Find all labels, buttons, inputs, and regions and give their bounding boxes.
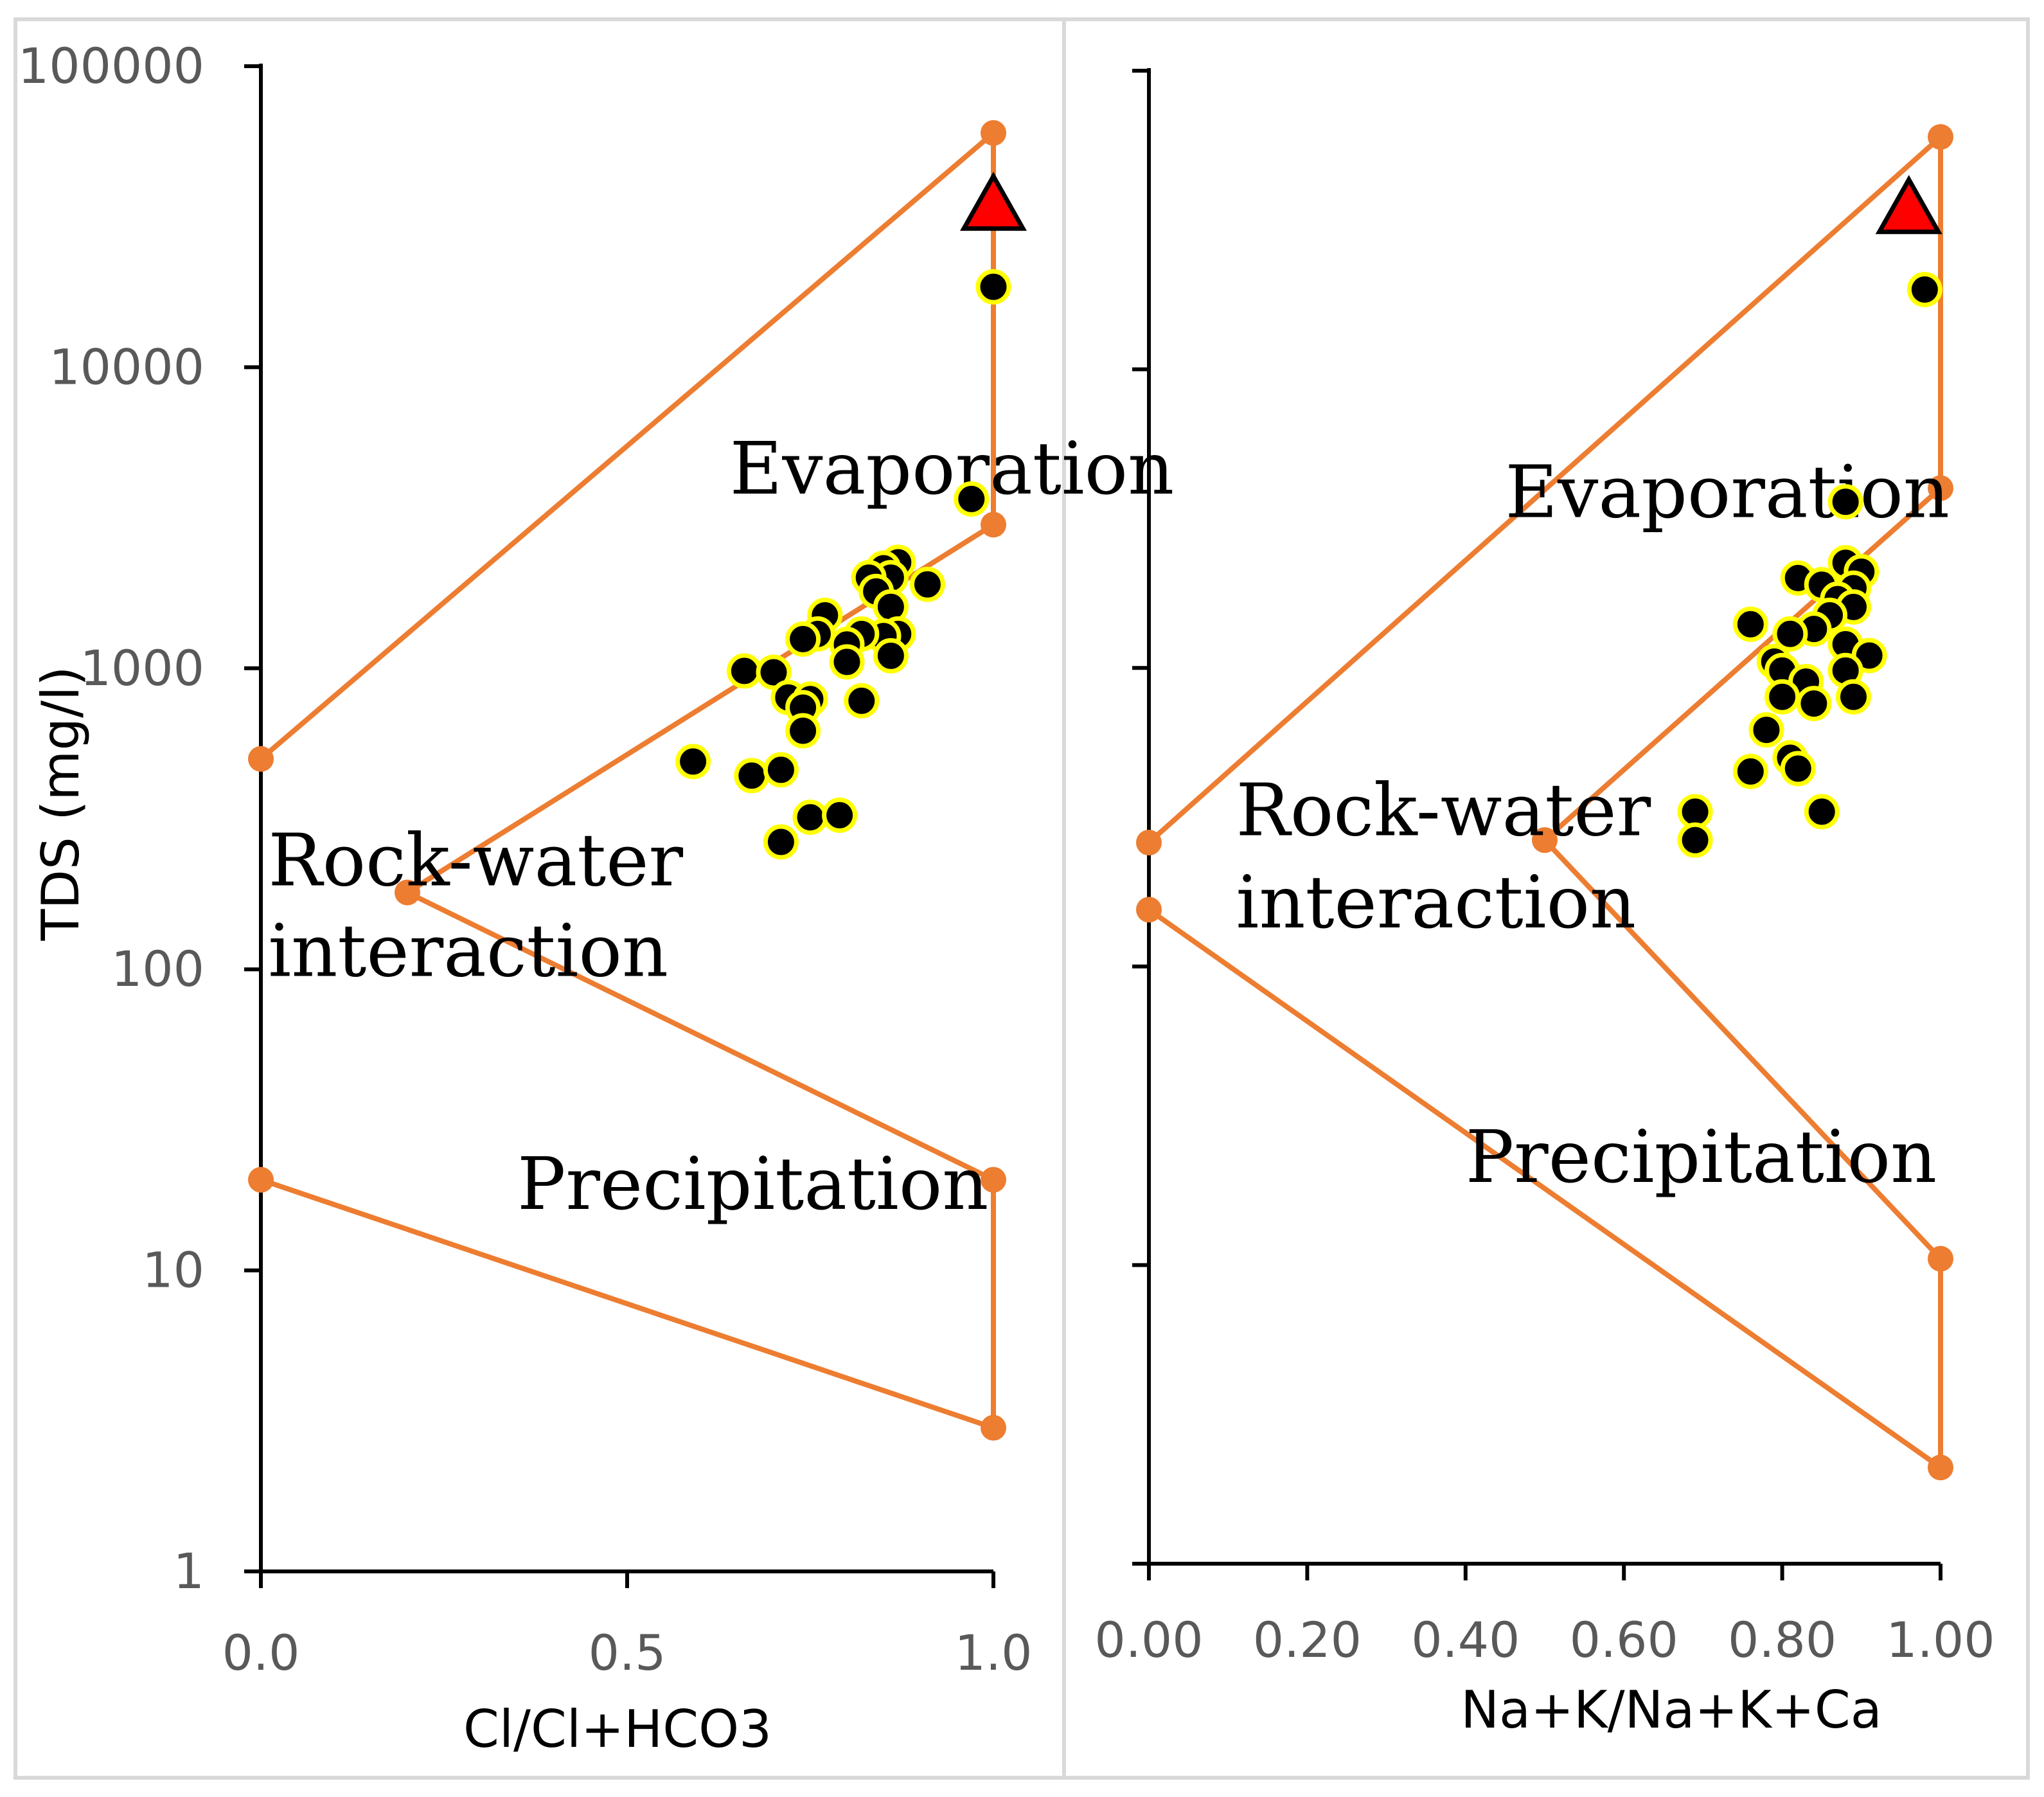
ticks-na: 0.00 0.20 0.40 0.60 0.80 1.00 bbox=[1094, 69, 1995, 1668]
sample-point bbox=[1804, 794, 1840, 830]
region-label: Evaporation bbox=[730, 427, 1175, 511]
sample-point bbox=[785, 713, 821, 749]
sample-point bbox=[1764, 679, 1800, 715]
boundary-point bbox=[981, 1415, 1006, 1441]
sample-point bbox=[954, 481, 990, 517]
x-tick-label: 1.00 bbox=[1886, 1611, 1995, 1668]
boundary-point bbox=[248, 1167, 274, 1193]
sample-point bbox=[1796, 686, 1832, 722]
boundary-point bbox=[1136, 897, 1162, 923]
sample-point bbox=[792, 800, 828, 836]
sample-point bbox=[726, 653, 762, 689]
x-tick-label: 0.60 bbox=[1570, 1611, 1678, 1668]
boundary-point bbox=[395, 879, 420, 906]
y-tick-label: 1 bbox=[173, 1542, 204, 1600]
region-label: Rock-water bbox=[268, 819, 683, 903]
sample-point bbox=[909, 566, 945, 602]
region-label: Precipitation bbox=[1466, 1116, 1937, 1199]
sample-point bbox=[1827, 484, 1863, 520]
region-label: Rock-water bbox=[1236, 769, 1651, 853]
sample-point bbox=[763, 824, 799, 860]
region-label: interaction bbox=[1236, 861, 1637, 945]
y-axis-title: TDS (mg/l) bbox=[31, 666, 91, 942]
ticks-cl: 1 10 100 1000 10000 100000 0.0 0.5 1.0 bbox=[18, 37, 1033, 1681]
boundary-point bbox=[981, 120, 1006, 146]
boundary-point bbox=[1928, 475, 1953, 501]
boundary-point bbox=[1928, 124, 1953, 150]
sample-point bbox=[1748, 712, 1784, 748]
x-tick-label: 0.0 bbox=[222, 1624, 300, 1681]
sample-point bbox=[1835, 679, 1871, 715]
x-tick-label: 0.80 bbox=[1728, 1611, 1836, 1668]
y-tick-label: 10000 bbox=[49, 338, 204, 395]
seawater-marker bbox=[1875, 175, 1942, 235]
sample-point bbox=[975, 269, 1011, 305]
x-tick-label: 0.5 bbox=[589, 1624, 666, 1681]
sample-point bbox=[844, 683, 880, 719]
sample-point bbox=[675, 744, 711, 780]
boundary-point bbox=[1532, 827, 1558, 854]
x-tick-label: 0.20 bbox=[1253, 1611, 1362, 1668]
sample-point bbox=[1732, 753, 1768, 789]
region-label: interaction bbox=[268, 910, 668, 994]
y-tick-label: 100 bbox=[111, 940, 204, 997]
sample-point bbox=[1906, 271, 1942, 307]
sample-point bbox=[1677, 822, 1713, 858]
boundary-point bbox=[1136, 830, 1162, 856]
x-tick-label: 1.0 bbox=[955, 1624, 1033, 1681]
panel-frame-right bbox=[1062, 17, 2030, 1780]
sample-point bbox=[873, 638, 909, 674]
y-tick-label: 10 bbox=[142, 1242, 204, 1299]
x-axis-title: Cl/Cl+HCO3 bbox=[463, 1699, 772, 1759]
boundary-point bbox=[248, 746, 274, 772]
sample-point bbox=[734, 758, 770, 794]
seawater-marker bbox=[960, 172, 1027, 231]
boundary-line bbox=[258, 130, 996, 1431]
sample-point bbox=[829, 644, 865, 680]
x-tick-label: 0.00 bbox=[1094, 1611, 1203, 1668]
sample-point bbox=[785, 621, 821, 657]
region-label: Evaporation bbox=[1505, 451, 1950, 535]
sample-point bbox=[1732, 606, 1768, 642]
boundary-point bbox=[1928, 1246, 1953, 1272]
sample-point bbox=[1772, 616, 1808, 652]
boundary-point bbox=[1928, 1454, 1953, 1481]
sample-point bbox=[1780, 751, 1816, 787]
y-tick-label: 100000 bbox=[18, 37, 204, 94]
boundary-point bbox=[981, 1167, 1006, 1193]
sample-point bbox=[822, 797, 858, 833]
x-tick-label: 0.40 bbox=[1411, 1611, 1520, 1668]
region-label: Precipitation bbox=[517, 1143, 988, 1226]
x-axis-title: Na+K/Na+K+Ca bbox=[1461, 1680, 1882, 1740]
y-tick-label: 1000 bbox=[80, 639, 204, 697]
boundary-point bbox=[981, 512, 1006, 538]
sample-point bbox=[763, 752, 799, 788]
